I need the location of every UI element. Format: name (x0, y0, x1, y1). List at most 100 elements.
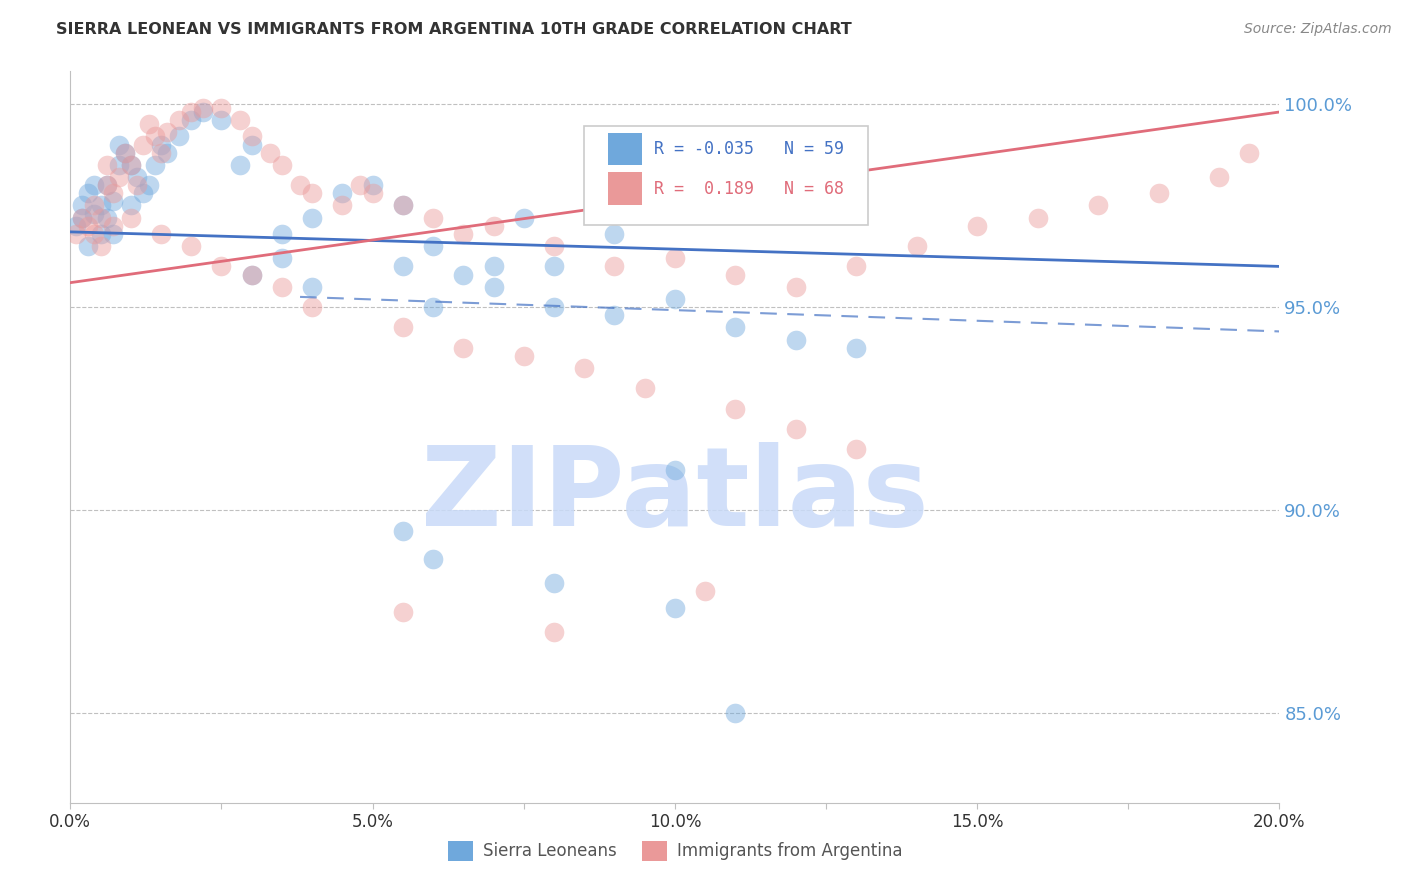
Point (664, 292, 686, 306)
Point (96, 178, 118, 193)
Point (724, 320, 747, 334)
Point (107, 137, 129, 152)
Point (513, 349, 536, 363)
Point (664, 252, 686, 266)
Point (180, 113, 202, 128)
Point (180, 105, 202, 120)
Point (301, 300, 323, 314)
Point (1147, 186, 1170, 201)
Point (90, 227, 111, 241)
Point (422, 211, 444, 225)
Point (138, 117, 160, 131)
Point (513, 211, 536, 225)
Point (240, 137, 263, 152)
Point (150, 227, 172, 241)
Point (391, 320, 415, 334)
Point (228, 158, 250, 172)
Point (96, 158, 118, 172)
Point (83, 198, 105, 212)
Point (83, 178, 105, 193)
Point (785, 279, 807, 293)
Point (132, 137, 155, 152)
Point (77, 186, 100, 201)
Point (240, 268, 263, 282)
Point (120, 211, 142, 225)
Point (101, 227, 124, 241)
Point (156, 145, 179, 160)
Point (211, 113, 233, 128)
Point (101, 186, 124, 201)
Point (332, 198, 354, 212)
Point (143, 129, 166, 144)
Point (270, 158, 294, 172)
Point (90, 239, 111, 253)
Point (453, 227, 475, 241)
Point (77, 239, 100, 253)
Point (482, 279, 505, 293)
Point (90, 198, 111, 212)
Point (180, 239, 202, 253)
Point (193, 101, 215, 115)
Point (574, 361, 596, 376)
Point (83, 227, 105, 241)
Point (83, 206, 105, 220)
Point (65, 227, 87, 241)
Point (422, 552, 444, 566)
Point (391, 198, 415, 212)
Text: Source: ZipAtlas.com: Source: ZipAtlas.com (1244, 22, 1392, 37)
Legend: Sierra Leoneans, Immigrants from Argentina: Sierra Leoneans, Immigrants from Argenti… (441, 834, 908, 868)
Point (603, 308, 626, 322)
Point (361, 178, 384, 193)
Point (72, 198, 94, 212)
FancyBboxPatch shape (585, 126, 869, 225)
Point (1208, 169, 1230, 184)
Point (138, 178, 160, 193)
Point (150, 137, 172, 152)
Point (72, 211, 94, 225)
Point (120, 198, 142, 212)
Point (664, 462, 686, 476)
Point (156, 125, 179, 139)
Point (422, 300, 444, 314)
Point (132, 186, 155, 201)
Point (482, 260, 505, 274)
Point (349, 178, 371, 193)
Text: R =  0.189   N = 68: R = 0.189 N = 68 (654, 179, 845, 197)
Point (724, 401, 747, 416)
Point (482, 219, 505, 233)
Point (270, 252, 294, 266)
Point (391, 524, 415, 538)
Point (240, 129, 263, 144)
Point (633, 381, 655, 395)
Point (167, 113, 190, 128)
Point (270, 227, 294, 241)
Point (193, 105, 215, 120)
Point (1087, 198, 1109, 212)
Point (603, 227, 626, 241)
Point (96, 211, 118, 225)
Text: ZIPatlas: ZIPatlas (420, 442, 929, 549)
Point (301, 211, 323, 225)
Point (270, 279, 294, 293)
Point (543, 625, 565, 640)
Point (724, 268, 747, 282)
Point (361, 186, 384, 201)
Point (543, 260, 565, 274)
Point (259, 145, 281, 160)
Point (693, 584, 716, 599)
Point (120, 158, 142, 172)
Point (785, 333, 807, 347)
Point (966, 219, 988, 233)
Point (167, 129, 190, 144)
Point (228, 113, 250, 128)
Point (72, 211, 94, 225)
Point (453, 341, 475, 355)
Point (114, 145, 136, 160)
Point (96, 178, 118, 193)
Point (845, 260, 868, 274)
Point (211, 260, 233, 274)
Point (391, 198, 415, 212)
Point (114, 145, 136, 160)
Point (101, 219, 124, 233)
Bar (609, 133, 643, 166)
